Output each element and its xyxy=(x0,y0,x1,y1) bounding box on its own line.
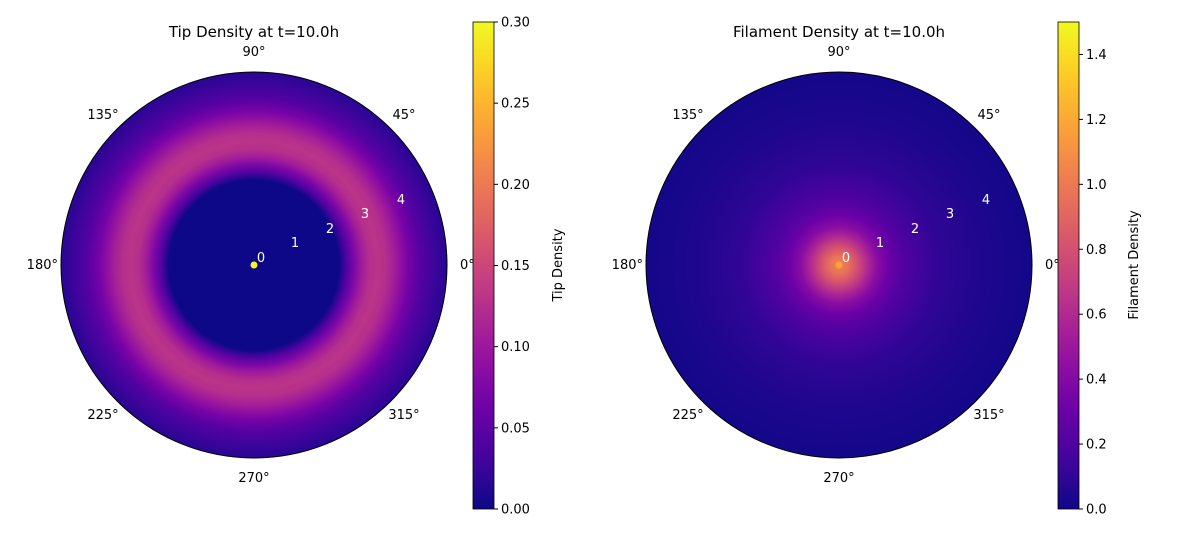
radial-tick-2: 2 xyxy=(326,222,334,237)
angle-tick-180: 180° xyxy=(612,258,643,273)
colorbar-tick-label: 0.6 xyxy=(1086,308,1107,323)
colorbar-tick-label: 0.20 xyxy=(501,178,530,193)
angle-tick-315: 315° xyxy=(973,408,1004,423)
colorbar-tick-label: 0.8 xyxy=(1086,243,1107,258)
radial-tick-3: 3 xyxy=(361,207,369,222)
radial-tick-2: 2 xyxy=(911,222,919,237)
colorbar-tick-label: 0.15 xyxy=(501,259,530,274)
angle-tick-180: 180° xyxy=(27,258,58,273)
tip-density-colorbar-gradient xyxy=(472,21,495,510)
angle-tick-270: 270° xyxy=(823,471,854,486)
tip-density-panel: Tip Density at t=10.0h 0° 45° 90° 135° 1… xyxy=(27,16,566,518)
radial-tick-4: 4 xyxy=(982,193,990,208)
colorbar-tick-label: 1.0 xyxy=(1086,178,1107,193)
tip-density-colorbar: Tip Density 0.00 0.05 0.10 0.15 0.20 0.25 0.30 xyxy=(472,16,566,518)
filament-density-angle-labels: 0° 45° 90° 135° 180° 225° 270° 315° xyxy=(612,45,1060,486)
tip-density-colorbar-label: Tip Density xyxy=(551,228,566,302)
radial-tick-0: 0 xyxy=(257,251,265,266)
angle-tick-315: 315° xyxy=(388,408,419,423)
angle-tick-45: 45° xyxy=(977,108,1000,123)
filament-density-radial-labels: 0 1 2 3 4 xyxy=(842,193,990,266)
radial-tick-3: 3 xyxy=(946,207,954,222)
angle-tick-0: 0° xyxy=(460,258,475,273)
tip-density-radial-labels: 0 1 2 3 4 xyxy=(257,193,405,266)
angle-tick-270: 270° xyxy=(238,471,269,486)
radial-tick-4: 4 xyxy=(397,193,405,208)
angle-tick-225: 225° xyxy=(672,408,703,423)
tip-density-angle-labels: 0° 45° 90° 135° 180° 225° 270° 315° xyxy=(27,45,475,486)
tip-density-title: Tip Density at t=10.0h xyxy=(168,23,339,41)
radial-tick-1: 1 xyxy=(291,236,299,251)
filament-density-title: Filament Density at t=10.0h xyxy=(733,23,945,41)
colorbar-tick-label: 0.4 xyxy=(1086,373,1107,388)
radial-tick-1: 1 xyxy=(876,236,884,251)
colorbar-tick-label: 0.10 xyxy=(501,340,530,355)
angle-tick-135: 135° xyxy=(87,108,118,123)
angle-tick-45: 45° xyxy=(392,108,415,123)
filament-density-colorbar-label: Filament Density xyxy=(1127,210,1142,320)
colorbar-tick-label: 0.05 xyxy=(501,421,530,436)
filament-density-panel: Filament Density at t=10.0h 0° 45° 90° 1… xyxy=(612,21,1142,518)
filament-density-center-marker xyxy=(835,261,843,269)
colorbar-tick-label: 1.4 xyxy=(1086,48,1107,63)
angle-tick-225: 225° xyxy=(87,408,118,423)
colorbar-tick-label: 0.30 xyxy=(501,16,530,31)
angle-tick-0: 0° xyxy=(1045,258,1060,273)
tip-density-center-marker xyxy=(250,261,258,269)
colorbar-tick-label: 0.0 xyxy=(1086,503,1107,518)
colorbar-tick-label: 1.2 xyxy=(1086,113,1107,128)
radial-tick-0: 0 xyxy=(842,251,850,266)
colorbar-tick-label: 0.2 xyxy=(1086,438,1107,453)
angle-tick-135: 135° xyxy=(672,108,703,123)
angle-tick-90: 90° xyxy=(827,45,850,60)
colorbar-tick-label: 0.00 xyxy=(501,503,530,518)
filament-density-colorbar: Filament Density 0.0 0.2 0.4 0.6 0.8 1.0 1.2 1.… xyxy=(1057,21,1142,518)
colorbar-tick-label: 0.25 xyxy=(501,97,530,112)
angle-tick-90: 90° xyxy=(242,45,265,60)
filament-density-colorbar-gradient xyxy=(1057,21,1080,510)
